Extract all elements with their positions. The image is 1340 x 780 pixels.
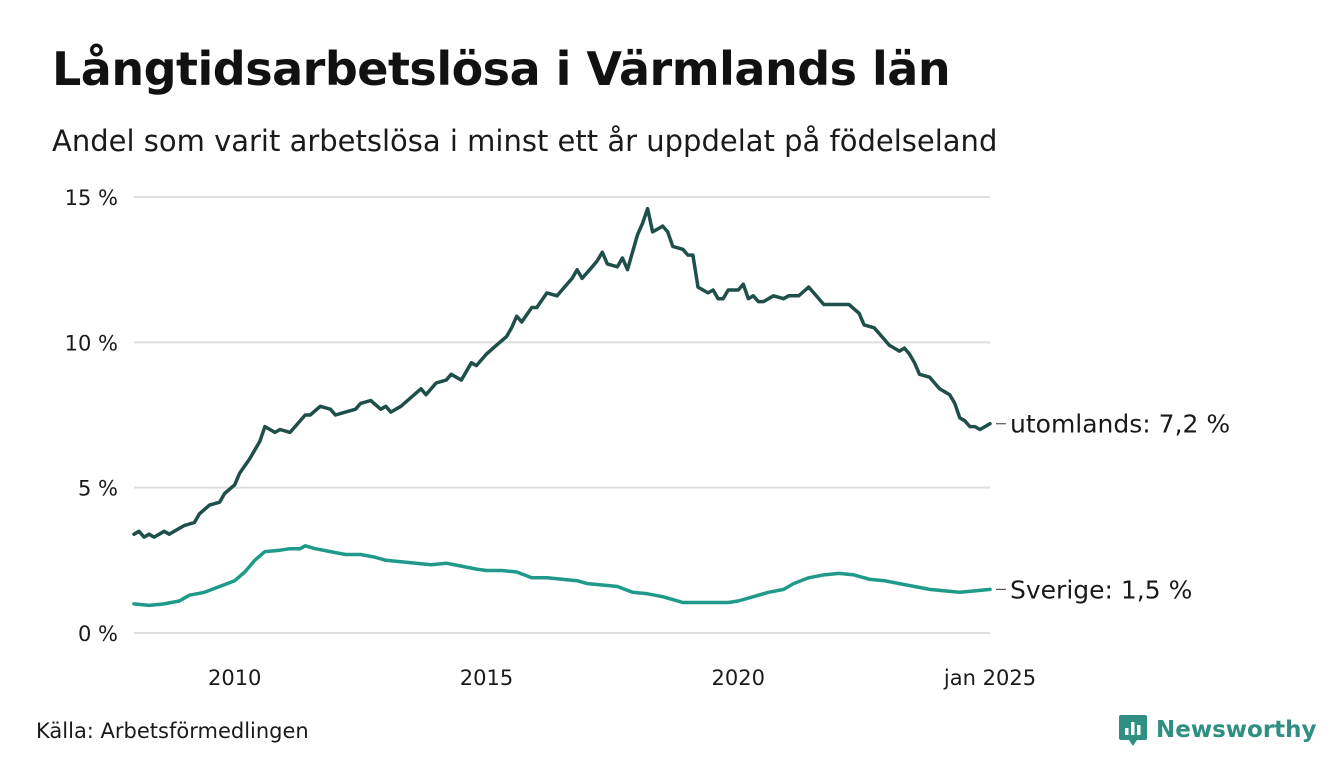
series-line-sverige bbox=[132, 544, 992, 608]
x-tick-label: 2010 bbox=[208, 666, 261, 690]
series-line-utomlands bbox=[132, 206, 992, 539]
y-axis-ticks: 0 % 5 % 10 % 15 % bbox=[65, 186, 118, 646]
series-end-labels: utomlands: 7,2 % Sverige: 1,5 % bbox=[996, 410, 1230, 604]
x-tick-label: 2015 bbox=[460, 666, 513, 690]
brand-name: Newsworthy bbox=[1156, 717, 1317, 743]
y-tick-label: 0 % bbox=[78, 622, 118, 646]
x-axis-ticks: 2010 2015 2020 jan 2025 bbox=[208, 666, 1036, 690]
x-tick-label: 2020 bbox=[712, 666, 765, 690]
chart-title: Långtidsarbetslösa i Värmlands län bbox=[52, 42, 951, 96]
newsworthy-logo-icon bbox=[1119, 715, 1147, 746]
brand-logo[interactable]: Newsworthy bbox=[1118, 713, 1317, 747]
series-end-label-utomlands: utomlands: 7,2 % bbox=[1010, 410, 1230, 439]
line-chart: 0 % 5 % 10 % 15 % 2010 2015 2020 jan 2025 utom… bbox=[65, 186, 1231, 690]
chart-subtitle: Andel som varit arbetslösa i minst ett å… bbox=[52, 124, 998, 158]
y-tick-label: 10 % bbox=[65, 331, 118, 355]
series-lines bbox=[132, 206, 992, 608]
x-tick-label: jan 2025 bbox=[943, 666, 1036, 690]
source-note: Källa: Arbetsförmedlingen bbox=[36, 719, 309, 743]
series-end-label-sverige: Sverige: 1,5 % bbox=[1010, 575, 1192, 604]
y-tick-label: 5 % bbox=[78, 477, 118, 501]
y-tick-label: 15 % bbox=[65, 186, 118, 210]
gridlines bbox=[134, 196, 990, 634]
